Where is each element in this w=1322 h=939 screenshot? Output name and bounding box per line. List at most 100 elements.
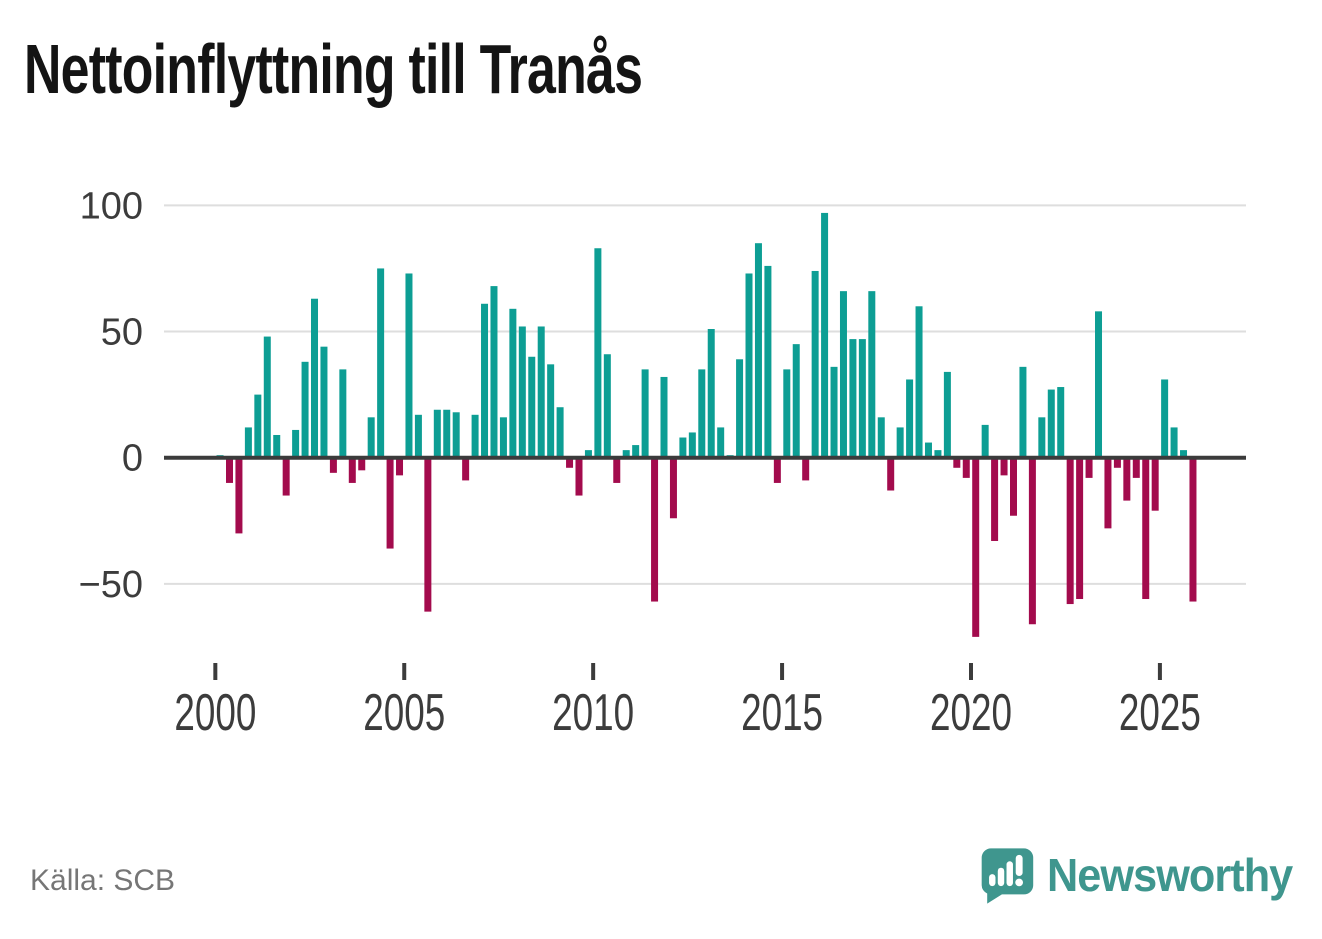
bars	[216, 212, 1197, 637]
bar-2016Q4	[849, 339, 857, 458]
bar-2018Q4	[924, 442, 932, 458]
bar-2010Q1	[594, 248, 602, 458]
bar-2017Q2	[868, 291, 876, 458]
bar-2008Q3	[537, 326, 545, 458]
bar-2003Q1	[329, 457, 337, 473]
bar-2000Q2	[226, 457, 233, 483]
newsworthy-logo-text: Newsworthy	[1047, 849, 1293, 901]
bar-2005Q4	[433, 409, 441, 458]
bar-2002Q4	[320, 346, 328, 458]
bar-2005Q3	[424, 457, 432, 612]
bar-2023Q1	[1085, 457, 1093, 478]
bar-2000Q4	[244, 427, 252, 458]
bar-2016Q3	[839, 291, 847, 458]
bar-2017Q3	[877, 417, 885, 458]
bar-2022Q3	[1066, 457, 1074, 605]
bar-2006Q4	[471, 414, 479, 458]
bar-2025Q1	[1161, 379, 1169, 458]
x-axis-labels: 2000 2005 2010 2015 2020 2025	[174, 684, 1201, 742]
bar-2010Q4	[622, 450, 630, 458]
bar-2000Q3	[235, 457, 243, 534]
bar-2006Q1	[443, 409, 451, 458]
bar-2025Q2	[1170, 427, 1178, 458]
bar-2015Q2	[792, 344, 800, 458]
bar-2012Q1	[669, 457, 677, 519]
bar-2023Q2	[1095, 311, 1103, 458]
bar-2008Q1	[518, 326, 526, 458]
bar-2020Q4	[1000, 457, 1008, 476]
bar-2016Q1	[821, 212, 829, 458]
bar-2023Q4	[1113, 457, 1121, 468]
bar-2009Q4	[584, 450, 592, 458]
y-label-0: 0	[122, 438, 143, 480]
bar-2013Q1	[707, 329, 715, 458]
bar-2003Q3	[348, 457, 356, 483]
bar-2012Q2	[679, 437, 687, 458]
bar-2003Q4	[358, 457, 366, 471]
bar-2006Q2	[452, 412, 460, 458]
y-label--50: −50	[79, 564, 143, 606]
bar-2022Q1	[1047, 389, 1055, 458]
bar-2022Q4	[1076, 457, 1084, 600]
bar-2016Q2	[830, 366, 838, 458]
chart-title: Nettoinflyttning till Tranås	[24, 30, 643, 108]
x-label-2005: 2005	[363, 684, 445, 742]
bar-2013Q2	[717, 427, 725, 458]
bar-2004Q3	[386, 457, 394, 549]
newsworthy-logo-icon	[981, 848, 1034, 904]
bar-2010Q2	[603, 354, 611, 458]
y-label-100: 100	[80, 185, 143, 227]
bar-2008Q4	[547, 364, 555, 458]
bar-2007Q2	[490, 286, 498, 458]
bar-2014Q1	[745, 273, 753, 458]
source-label: Källa: SCB	[30, 864, 176, 897]
bar-2025Q3	[1180, 450, 1188, 458]
bar-2018Q3	[915, 306, 923, 458]
bar-2009Q3	[575, 457, 583, 496]
bar-2020Q3	[991, 457, 999, 541]
bar-2014Q3	[764, 265, 772, 458]
bar-2012Q3	[688, 432, 696, 458]
bar-2004Q1	[367, 417, 375, 458]
bar-2025Q4	[1189, 457, 1197, 602]
x-label-2020: 2020	[930, 684, 1012, 742]
bar-2001Q2	[263, 336, 271, 458]
bar-2001Q1	[254, 394, 262, 458]
bar-2021Q2	[1019, 366, 1027, 458]
bar-2012Q4	[698, 369, 706, 458]
bar-2005Q1	[405, 273, 413, 458]
bar-2002Q3	[311, 298, 319, 458]
bar-2021Q3	[1028, 457, 1036, 625]
bar-2024Q4	[1151, 457, 1159, 511]
y-label-50: 50	[101, 312, 143, 354]
bar-2001Q4	[282, 457, 290, 496]
bar-2011Q2	[641, 369, 649, 458]
x-label-2010: 2010	[552, 684, 634, 742]
bar-2020Q2	[981, 424, 989, 458]
bar-2010Q3	[613, 457, 621, 483]
bar-2014Q4	[773, 457, 781, 483]
x-axis-ticks	[213, 663, 1162, 680]
bar-2024Q2	[1132, 457, 1140, 478]
bar-2019Q4	[962, 457, 970, 478]
bar-2007Q1	[481, 303, 489, 458]
bar-2004Q2	[377, 268, 385, 458]
bar-2007Q3	[499, 417, 507, 458]
bar-2009Q1	[556, 407, 564, 458]
bar-2011Q1	[632, 445, 640, 458]
bar-2013Q4	[736, 359, 744, 458]
bar-2019Q1	[934, 450, 942, 458]
bar-2011Q3	[651, 457, 659, 602]
bar-2024Q1	[1123, 457, 1131, 501]
bar-2001Q3	[273, 434, 281, 458]
y-axis-labels: 100 50 0 −50	[79, 185, 143, 606]
bar-2017Q4	[887, 457, 895, 491]
bar-2003Q2	[339, 369, 347, 458]
gridlines	[164, 204, 1246, 585]
newsworthy-logo: Newsworthy	[978, 844, 1308, 908]
bar-2019Q2	[943, 371, 951, 458]
bar-2008Q2	[528, 356, 536, 458]
bar-2011Q4	[660, 376, 668, 458]
